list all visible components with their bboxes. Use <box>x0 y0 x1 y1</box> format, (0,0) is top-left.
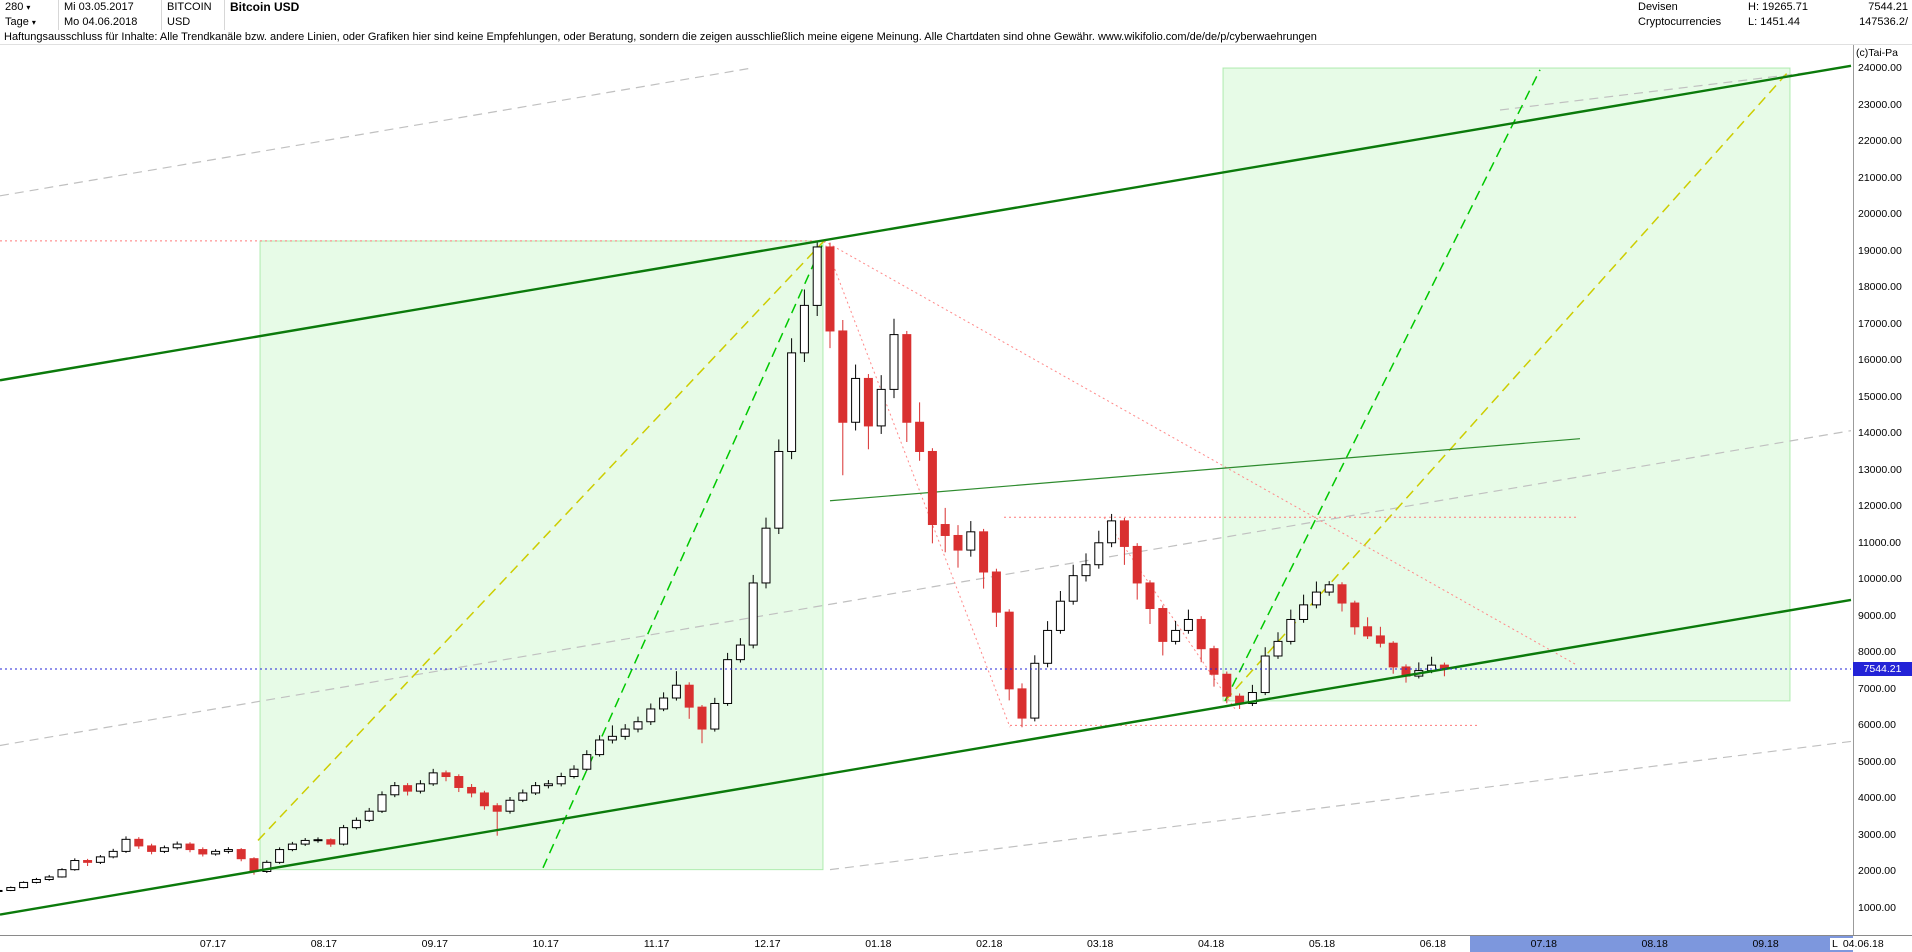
price-axis-label: 9000.00 <box>1858 609 1896 622</box>
header-turnover: 147536.2/ <box>1859 16 1908 28</box>
price-axis-label: 8000.00 <box>1858 646 1896 659</box>
price-axis-label: 17000.00 <box>1858 317 1902 330</box>
price-axis-label: 23000.00 <box>1858 98 1902 111</box>
price-axis-label: 16000.00 <box>1858 354 1902 367</box>
time-axis-label: 06.18 <box>1419 938 1447 950</box>
chevron-down-icon: ▾ <box>26 3 31 12</box>
period-high: H: 19265.71 <box>1748 1 1808 13</box>
future-period-band <box>1470 936 1853 952</box>
price-axis-label: 5000.00 <box>1858 755 1896 768</box>
gray-parallel-low <box>829 740 1852 871</box>
chart-title: Bitcoin USD <box>230 0 300 14</box>
last-price-tag: 7544.21 <box>1853 661 1912 676</box>
green-minor-trend <box>829 438 1581 502</box>
red-downtrend-mar-apr <box>1103 516 1236 710</box>
header-last-price: 7544.21 <box>1868 1 1908 13</box>
price-axis-label: 14000.00 <box>1858 427 1902 440</box>
taipan-copyright: (c)Tai-Pa <box>1856 47 1899 59</box>
price-axis-label: 22000.00 <box>1858 135 1902 148</box>
disclaimer-text: Haftungsausschluss für Inhalte: Alle Tre… <box>0 30 1912 45</box>
price-axis-label: 12000.00 <box>1858 500 1902 513</box>
time-axis-label: 01.18 <box>865 938 892 950</box>
time-axis-label: 02.18 <box>976 938 1003 950</box>
time-axis-label: 05.18 <box>1308 938 1336 950</box>
red-downtrend-long <box>823 240 1578 666</box>
gray-parallel-topright <box>1499 69 1831 111</box>
price-axis-label: 6000.00 <box>1858 719 1896 732</box>
price-axis-label: 4000.00 <box>1858 792 1896 805</box>
price-axis-label: 7000.00 <box>1858 682 1896 695</box>
yellow-trend-2018 <box>1224 69 1791 702</box>
period-low: L: 1451.44 <box>1748 16 1800 28</box>
market-category: Devisen <box>1638 1 1678 13</box>
price-axis-label: 20000.00 <box>1858 208 1902 221</box>
time-axis-label: 09.17 <box>421 938 448 950</box>
channel-lower <box>0 598 1852 916</box>
price-axis-label: 18000.00 <box>1858 281 1902 294</box>
price-axis-label: 15000.00 <box>1858 390 1902 403</box>
toolbar-header: 280 ▾ Mi 03.05.2017 BITCOIN Bitcoin USD D… <box>0 0 1912 31</box>
time-axis-label: 12.17 <box>754 938 781 950</box>
channel-upper <box>0 64 1852 382</box>
currency-code: USD <box>162 15 225 30</box>
time-axis-label: 07.18 <box>1530 938 1557 950</box>
last-date-value: 04.06.18 <box>1842 938 1884 950</box>
time-axis-label: 04.18 <box>1197 938 1225 950</box>
time-axis-label: 08.18 <box>1641 938 1668 950</box>
time-axis-label: 11.17 <box>643 938 670 950</box>
time-axis-label: 07.17 <box>199 938 227 950</box>
uptrend-zone-2017 <box>259 240 824 871</box>
red-downtrend-steep <box>823 240 1011 728</box>
chevron-down-icon: ▾ <box>31 18 36 27</box>
last-date-label: L 04.06.18 <box>1830 938 1886 950</box>
time-axis[interactable]: L 04.06.18 07.17 08.17 09.17 10.17 11.17 12.17… <box>0 935 1912 952</box>
price-axis[interactable]: 24000.00 23000.00 22000.00 21000.00 20000.00… <box>1853 45 1912 935</box>
first-date-field[interactable]: Mi 03.05.2017 <box>59 0 162 15</box>
price-axis-label: 24000.00 <box>1858 62 1902 74</box>
price-axis-label: 19000.00 <box>1858 244 1902 257</box>
price-axis-label: 3000.00 <box>1858 828 1896 841</box>
last-marker: L <box>1832 938 1838 950</box>
period-dropdown[interactable]: Tage ▾ <box>0 15 59 30</box>
price-axis-label: 13000.00 <box>1858 463 1902 476</box>
gray-parallel-mid <box>0 430 1852 747</box>
last-date-field[interactable]: Mo 04.06.2018 <box>59 15 162 30</box>
time-axis-label: 10.17 <box>532 938 559 950</box>
symbol-code: BITCOIN <box>162 0 225 15</box>
price-axis-label: 1000.00 <box>1858 902 1896 914</box>
time-axis-label: 08.17 <box>310 938 338 950</box>
price-axis-label: 10000.00 <box>1858 573 1902 586</box>
gray-parallel-top <box>0 67 753 197</box>
price-axis-label: 11000.00 <box>1858 536 1902 549</box>
price-axis-label: 2000.00 <box>1858 865 1896 878</box>
price-axis-label: 21000.00 <box>1858 171 1902 184</box>
yellow-trend-2017 <box>257 240 825 841</box>
green-trend-2018 <box>1224 69 1541 702</box>
bars-count-dropdown[interactable]: 280 ▾ <box>0 0 59 15</box>
market-subcategory: Cryptocurrencies <box>1638 16 1722 28</box>
time-axis-label: 09.18 <box>1752 938 1779 950</box>
time-axis-label: 03.18 <box>1087 938 1114 950</box>
